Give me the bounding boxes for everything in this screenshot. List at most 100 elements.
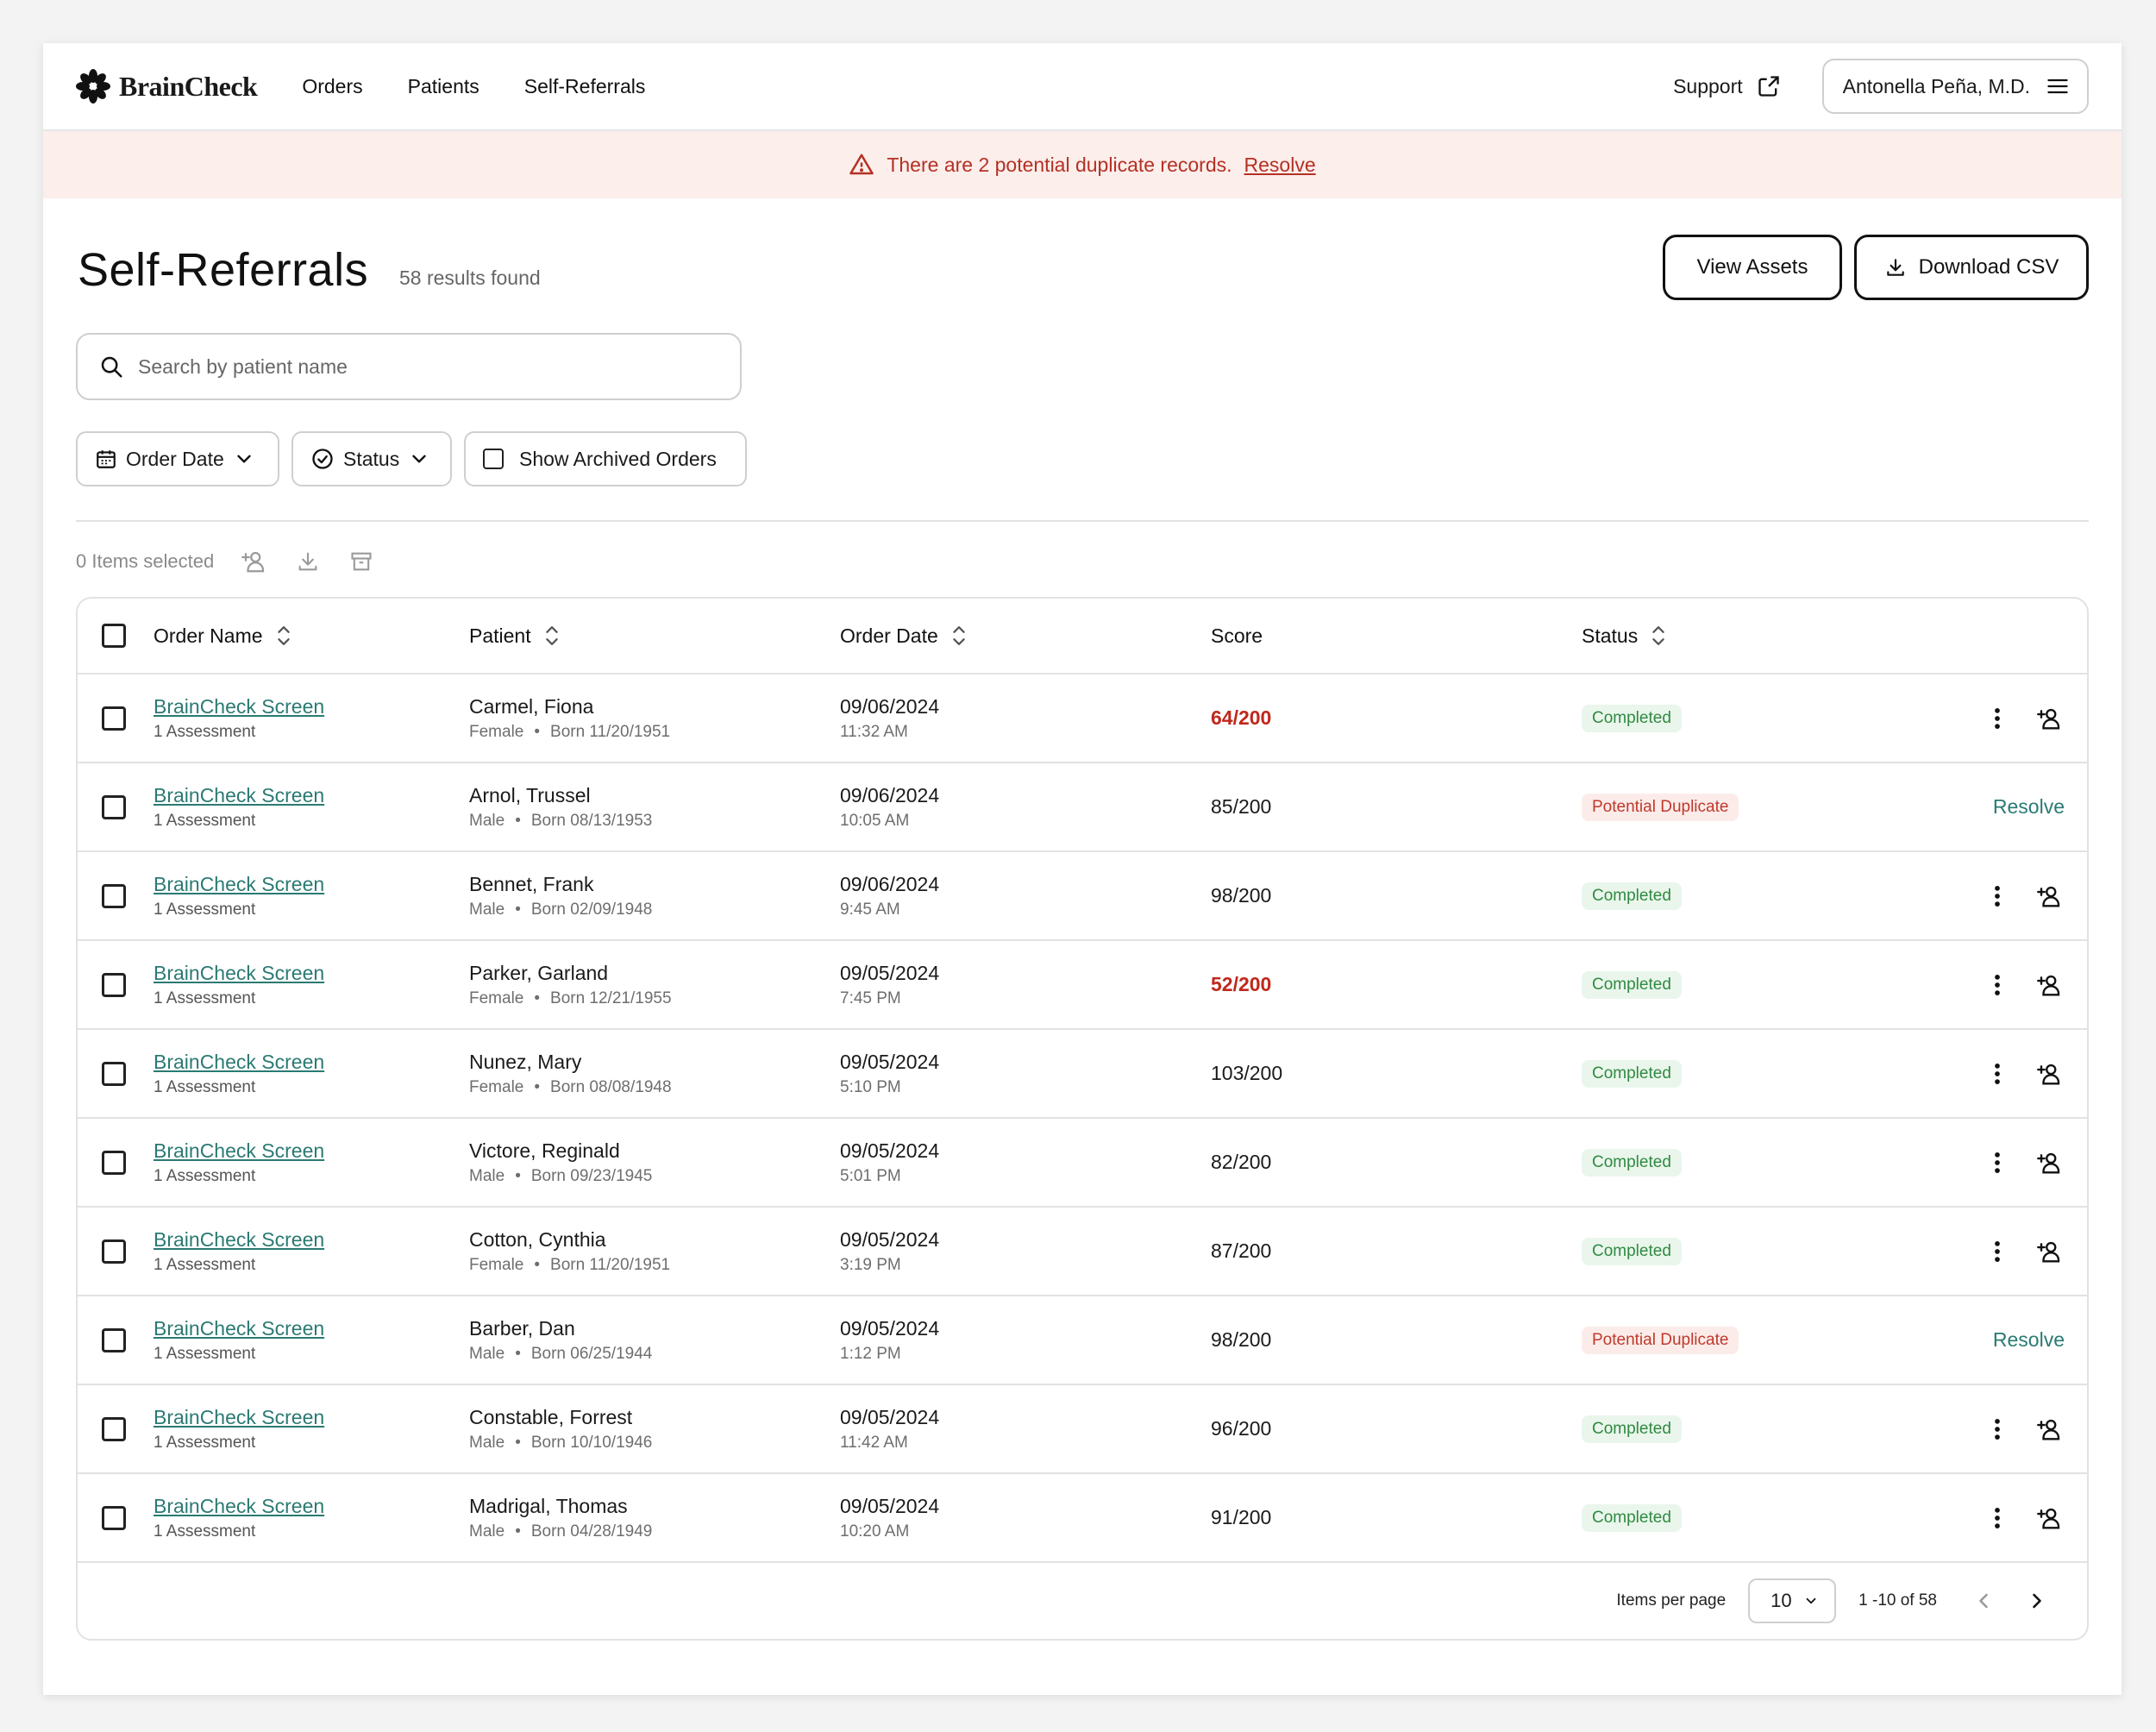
table-row: BrainCheck Screen 1 Assessment Bennet, Fra… <box>78 852 2087 941</box>
row-checkbox[interactable] <box>102 883 126 908</box>
patient-name: Bennet, Frank <box>469 873 594 896</box>
separator-dot-icon: • <box>515 1166 521 1185</box>
download-csv-button[interactable]: Download CSV <box>1854 235 2089 300</box>
row-more-actions-button[interactable] <box>1989 1148 2006 1177</box>
row-assign-button[interactable] <box>2035 704 2065 733</box>
user-menu-button[interactable]: Antonella Peña, M.D. <box>1821 59 2089 114</box>
status-cell: Potential Duplicate <box>1582 763 1739 850</box>
resolve-duplicate-link[interactable]: Resolve <box>1992 1328 2065 1351</box>
nav-self-referrals[interactable]: Self-Referrals <box>523 74 646 97</box>
resolve-duplicate-link[interactable]: Resolve <box>1992 795 2065 818</box>
row-actions <box>1989 1030 2065 1117</box>
download-csv-label: Download CSV <box>1918 255 2059 279</box>
assessment-count: 1 Assessment <box>154 722 256 741</box>
next-page-button[interactable] <box>2021 1585 2053 1616</box>
sort-status-button[interactable] <box>1650 624 1667 648</box>
bulk-archive-button[interactable] <box>347 547 376 576</box>
row-assign-button[interactable] <box>2035 1148 2065 1177</box>
row-checkbox[interactable] <box>102 706 126 731</box>
order-name-link[interactable]: BrainCheck Screen <box>154 1317 325 1340</box>
patient-cell: Victore, Reginald Male • Born 09/23/1945 <box>469 1119 652 1206</box>
bulk-assign-button[interactable] <box>240 547 269 576</box>
show-archived-toggle[interactable]: Show Archived Orders <box>464 431 747 486</box>
row-more-actions-button[interactable] <box>1989 704 2006 733</box>
sort-order-date-button[interactable] <box>950 624 968 648</box>
status-filter[interactable]: Status <box>291 431 452 486</box>
order-date-filter[interactable]: Order Date <box>76 431 279 486</box>
search-input[interactable] <box>138 355 719 379</box>
patient-birthdate: Born 09/23/1945 <box>530 1166 653 1185</box>
row-check-cell <box>102 941 126 1028</box>
score-cell: 52/200 <box>1211 941 1271 1028</box>
sort-patient-button[interactable] <box>543 624 561 648</box>
calendar-icon <box>97 450 116 468</box>
patient-cell: Barber, Dan Male • Born 06/25/1944 <box>469 1296 652 1384</box>
row-checkbox[interactable] <box>102 1239 126 1264</box>
row-checkbox[interactable] <box>102 1505 126 1530</box>
status-cell: Completed <box>1582 1385 1682 1472</box>
order-date-filter-label: Order Date <box>126 447 224 470</box>
order-name-header-label: Order Name <box>154 624 263 647</box>
order-name-link[interactable]: BrainCheck Screen <box>154 1051 325 1074</box>
patient-birthdate: Born 11/20/1951 <box>550 722 671 741</box>
table-row: BrainCheck Screen 1 Assessment Victore, Re… <box>78 1119 2087 1208</box>
row-assign-button[interactable] <box>2035 1059 2065 1089</box>
row-assign-button[interactable] <box>2035 970 2065 1000</box>
row-checkbox[interactable] <box>102 1061 126 1086</box>
order-name-link[interactable]: BrainCheck Screen <box>154 1139 325 1163</box>
row-more-actions-button[interactable] <box>1989 1237 2006 1266</box>
row-assign-button[interactable] <box>2035 1415 2065 1444</box>
row-assign-button[interactable] <box>2035 882 2065 911</box>
order-time: 1:12 PM <box>840 1344 901 1363</box>
row-more-actions-button[interactable] <box>1989 970 2006 1000</box>
alert-resolve-link[interactable]: Resolve <box>1244 153 1316 176</box>
patient-cell: Madrigal, Thomas Male • Born 04/28/1949 <box>469 1474 652 1561</box>
patient-heading: Patient <box>469 624 561 648</box>
score-value: 52/200 <box>1211 973 1272 996</box>
items-per-page-select[interactable]: 10 <box>1748 1578 1837 1623</box>
row-checkbox[interactable] <box>102 972 126 997</box>
search-box[interactable] <box>76 333 742 400</box>
patient-details: Male • Born 09/23/1945 <box>469 1167 652 1186</box>
row-more-actions-button[interactable] <box>1989 1059 2006 1089</box>
view-assets-button[interactable]: View Assets <box>1663 235 1842 300</box>
order-name-link[interactable]: BrainCheck Screen <box>154 695 325 719</box>
sort-order-name-button[interactable] <box>275 624 292 648</box>
order-name-link[interactable]: BrainCheck Screen <box>154 1228 325 1252</box>
separator-dot-icon: • <box>515 1433 521 1452</box>
assessment-count: 1 Assessment <box>154 988 256 1007</box>
download-icon <box>1886 259 1904 276</box>
status-cell: Completed <box>1582 852 1682 939</box>
row-checkbox[interactable] <box>102 1416 126 1441</box>
row-checkbox[interactable] <box>102 1327 126 1352</box>
previous-page-button[interactable] <box>1968 1585 1999 1616</box>
row-more-actions-button[interactable] <box>1989 1415 2006 1444</box>
row-checkbox[interactable] <box>102 794 126 819</box>
order-name-link[interactable]: BrainCheck Screen <box>154 1495 325 1518</box>
separator-dot-icon: • <box>515 1344 521 1363</box>
assessment-count: 1 Assessment <box>154 1255 256 1274</box>
order-date: 09/05/2024 <box>840 962 940 985</box>
order-name-link[interactable]: BrainCheck Screen <box>154 784 325 807</box>
bulk-download-button[interactable] <box>293 547 323 576</box>
pagination: Items per page 10 1 -10 of 58 <box>1616 1578 2053 1623</box>
row-assign-button[interactable] <box>2035 1237 2065 1266</box>
nav-orders[interactable]: Orders <box>302 74 363 97</box>
row-assign-button[interactable] <box>2035 1503 2065 1533</box>
show-archived-checkbox[interactable] <box>483 449 504 469</box>
order-name-link[interactable]: BrainCheck Screen <box>154 873 325 896</box>
row-checkbox[interactable] <box>102 1150 126 1175</box>
filter-bar: Order Date Status Show Archived Orders <box>76 431 747 486</box>
score-value: 98/200 <box>1211 884 1272 907</box>
patient-sex: Female <box>469 988 524 1007</box>
patient-details: Male • Born 06/25/1944 <box>469 1345 652 1364</box>
nav-patients[interactable]: Patients <box>407 74 479 97</box>
row-more-actions-button[interactable] <box>1989 882 2006 911</box>
support-link[interactable]: Support <box>1673 74 1781 98</box>
select-all-checkbox[interactable] <box>102 624 126 648</box>
order-name-link[interactable]: BrainCheck Screen <box>154 962 325 985</box>
row-more-actions-button[interactable] <box>1989 1503 2006 1533</box>
brand-logo[interactable]: BrainCheck <box>76 69 258 104</box>
order-name-link[interactable]: BrainCheck Screen <box>154 1406 325 1429</box>
row-check-cell <box>102 1030 126 1117</box>
